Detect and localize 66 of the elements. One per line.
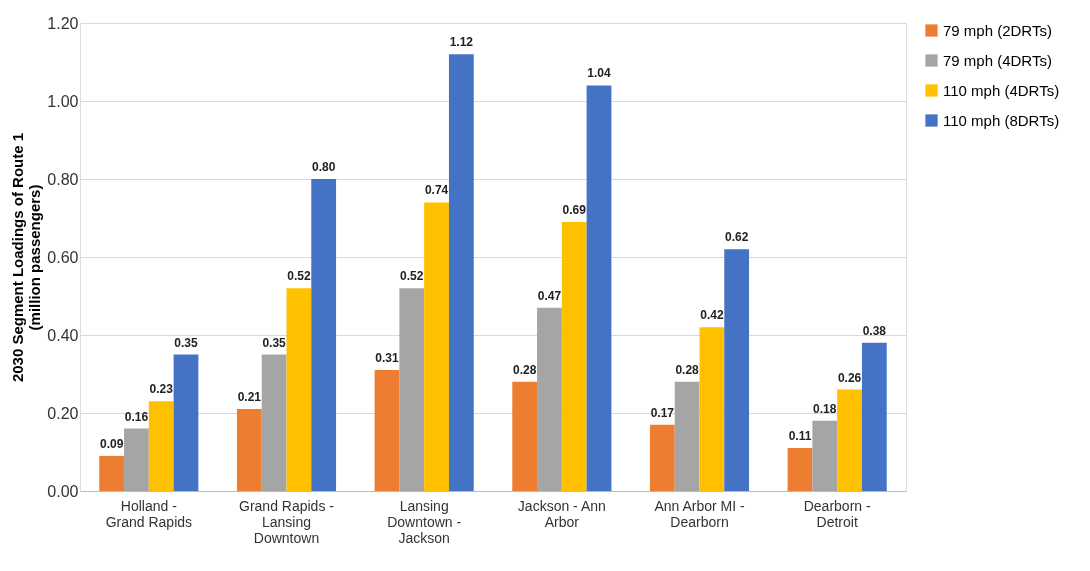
bar: [586, 85, 612, 491]
bar: [537, 307, 562, 491]
x-tick-label: Lansing Downtown - Jackson: [387, 497, 462, 546]
y-axis-title: 2030 Segment Loadings of Route 1 (million passengers): [9, 132, 44, 383]
data-label: 0.09: [99, 436, 124, 451]
bar: [649, 424, 675, 491]
data-label: 0.47: [537, 288, 562, 303]
bar: [837, 389, 862, 491]
x-tick-label: Jackson - Ann Arbor: [517, 497, 606, 530]
data-label: 0.62: [724, 230, 749, 245]
data-label: 0.42: [700, 308, 724, 323]
data-label: 0.52: [287, 269, 311, 284]
bar: [374, 370, 400, 491]
bar: [699, 327, 725, 491]
y-tick-label: 0.80: [47, 170, 79, 188]
bar: [512, 381, 538, 491]
x-tick-label: Dearborn - Detroit: [803, 497, 871, 530]
x-tick-label: Ann Arbor MI - Dearborn: [654, 497, 745, 530]
bar: [99, 455, 125, 491]
y-tick-label: 0.40: [47, 326, 79, 344]
x-tick-label: Grand Rapids - Lansing Downtown: [239, 497, 335, 546]
bar: [173, 354, 199, 491]
legend-label: 79 mph (2DRTs): [943, 21, 1052, 39]
y-tick-label: 0.60: [47, 248, 79, 266]
data-label: 0.18: [813, 401, 837, 416]
data-label: 1.04: [587, 66, 612, 81]
bar: [124, 428, 149, 491]
bar: [148, 401, 174, 491]
data-label: 0.74: [424, 183, 449, 198]
data-label: 0.35: [262, 335, 287, 350]
data-label: 0.31: [375, 351, 399, 366]
bar: [286, 288, 312, 491]
y-tick-label: 0.20: [47, 404, 79, 422]
bar: [561, 221, 587, 491]
data-label: 0.35: [174, 335, 199, 350]
data-label: 1.12: [449, 35, 474, 50]
data-label: 0.17: [650, 405, 675, 420]
bar: [861, 342, 887, 491]
bar: [261, 354, 287, 491]
data-label: 0.52: [400, 269, 424, 284]
bar: [787, 448, 813, 491]
bar: [812, 420, 838, 491]
data-label: 0.21: [237, 390, 262, 405]
bar: [674, 381, 700, 491]
bar: [311, 179, 337, 491]
bar: [448, 54, 474, 491]
y-tick-label: 1.00: [47, 92, 79, 110]
data-label: 0.28: [675, 362, 700, 377]
data-label: 0.16: [124, 409, 149, 424]
data-label: 0.38: [862, 323, 887, 338]
data-label: 0.23: [149, 382, 174, 397]
legend-label: 79 mph (4DRTs): [943, 51, 1052, 69]
bar: [424, 202, 449, 491]
y-tick-label: 0.00: [47, 482, 79, 500]
bar: [236, 409, 262, 491]
data-label: 0.69: [562, 202, 587, 217]
y-tick-label: 1.20: [47, 14, 79, 32]
data-label: 0.11: [788, 429, 812, 444]
data-label: 0.80: [311, 160, 336, 174]
data-label: 0.28: [512, 362, 537, 377]
bar: [399, 288, 425, 491]
legend-label: 110 mph (8DRTs): [943, 111, 1060, 129]
data-label: 0.26: [837, 370, 862, 385]
legend-label: 110 mph (4DRTs): [943, 81, 1060, 99]
bar: [724, 249, 750, 491]
x-tick-label: Holland - Grand Rapids: [105, 497, 193, 530]
